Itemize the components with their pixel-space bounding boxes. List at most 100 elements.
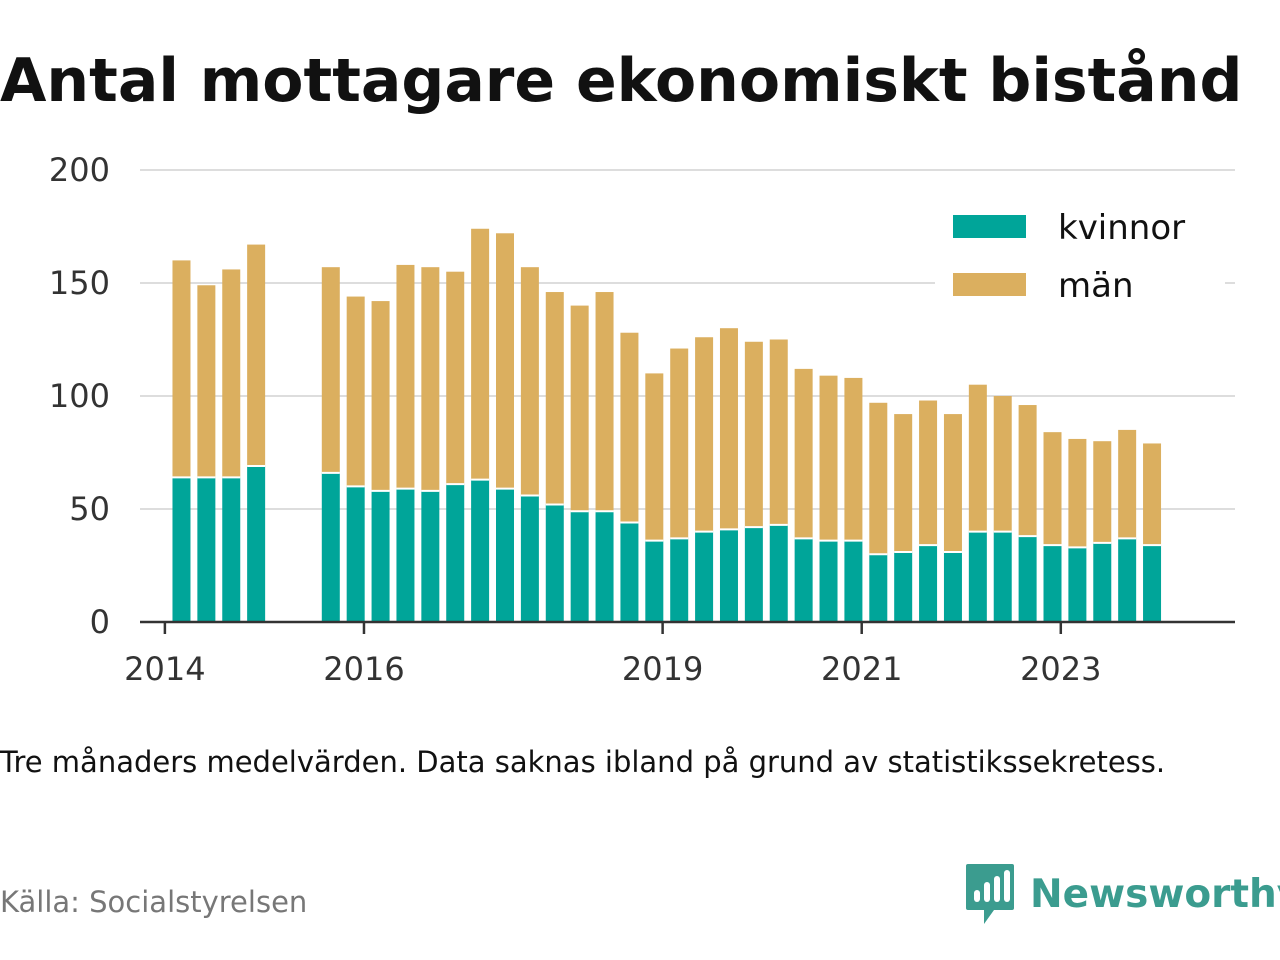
bar-man: [744, 341, 763, 528]
bar-kvinnor: [1043, 545, 1062, 622]
bar-man: [421, 267, 440, 491]
bar-kvinnor: [595, 511, 614, 622]
bar-kvinnor: [919, 545, 938, 622]
bar-man: [595, 292, 614, 512]
bar-kvinnor: [1093, 542, 1112, 622]
y-tick-label: 150: [49, 264, 110, 302]
stacked-bar-chart: 0 50 100 150 200 2014 2016 2019 2021 2023 kvinnor…: [49, 151, 1235, 688]
bars: [172, 228, 1162, 622]
y-tick-label: 100: [49, 377, 110, 415]
bar-kvinnor: [719, 529, 738, 622]
bar-kvinnor: [695, 531, 714, 622]
bar-kvinnor: [844, 540, 863, 622]
bar-kvinnor: [421, 490, 440, 622]
bar-man: [869, 402, 888, 555]
bar-kvinnor: [446, 484, 465, 622]
legend-label: män: [1058, 266, 1134, 306]
bar-man: [247, 244, 266, 467]
legend-swatch: [953, 273, 1026, 296]
bar-kvinnor: [496, 488, 514, 622]
y-tick-label: 0: [90, 603, 110, 641]
bar-man: [719, 328, 738, 530]
bar-man: [197, 285, 216, 478]
bar-man: [943, 414, 962, 552]
bar-kvinnor: [670, 538, 689, 622]
bar-kvinnor: [1068, 547, 1087, 622]
bar-kvinnor: [371, 490, 390, 622]
bar-man: [545, 292, 564, 505]
bar-kvinnor: [1118, 538, 1137, 622]
bar-man: [222, 269, 241, 478]
bar-kvinnor: [645, 540, 664, 622]
bar-kvinnor: [769, 524, 788, 622]
bar-kvinnor: [943, 551, 962, 622]
bar-man: [1043, 432, 1062, 546]
bar-man: [645, 373, 664, 541]
bar-kvinnor: [346, 486, 365, 622]
bar-man: [1118, 429, 1137, 539]
bar-kvinnor: [993, 531, 1012, 622]
bar-kvinnor: [197, 477, 216, 622]
bar-man: [894, 414, 913, 552]
bar-kvinnor: [471, 479, 490, 622]
bar-man: [670, 348, 689, 539]
bar-kvinnor: [222, 477, 241, 622]
bar-man: [993, 396, 1012, 532]
bar-kvinnor: [545, 504, 564, 622]
y-tick-label: 200: [49, 151, 110, 189]
bar-kvinnor: [869, 554, 888, 622]
legend: kvinnor män: [935, 198, 1225, 308]
x-tick-label: 2019: [622, 650, 703, 688]
source-text: Källa: Socialstyrelsen: [0, 885, 308, 919]
bar-man: [371, 301, 390, 491]
bar-kvinnor: [172, 477, 191, 622]
bar-man: [1018, 405, 1037, 537]
bar-man: [496, 233, 514, 489]
bar-kvinnor: [794, 538, 813, 622]
bar-kvinnor: [744, 527, 763, 622]
x-tick-label: 2016: [323, 650, 404, 688]
bar-kvinnor: [520, 495, 539, 622]
bar-man: [819, 375, 838, 541]
x-tick-label: 2021: [821, 650, 902, 688]
bar-man: [321, 267, 340, 473]
bar-man: [919, 400, 938, 546]
x-tick-label: 2014: [124, 650, 205, 688]
newsworthy-logo-icon: [966, 864, 1014, 924]
bar-man: [346, 296, 365, 487]
bar-man: [1143, 443, 1162, 546]
bar-man: [1093, 441, 1112, 543]
bar-man: [844, 377, 863, 541]
bar-kvinnor: [247, 466, 266, 622]
chart-note: Tre månaders medelvärden. Data saknas ib…: [0, 745, 1166, 779]
bar-man: [396, 264, 415, 489]
bar-kvinnor: [620, 522, 639, 622]
bar-man: [794, 368, 813, 539]
legend-label: kvinnor: [1058, 208, 1185, 248]
bar-man: [446, 271, 465, 485]
bar-man: [520, 267, 539, 496]
bar-kvinnor: [396, 488, 415, 622]
bar-kvinnor: [894, 551, 913, 622]
bar-man: [620, 332, 639, 523]
legend-swatch: [953, 215, 1026, 238]
axes: 0 50 100 150 200 2014 2016 2019 2021 2023: [49, 151, 1235, 688]
bar-man: [695, 337, 714, 532]
bar-kvinnor: [819, 540, 838, 622]
bar-man: [570, 305, 589, 512]
brand-logo[interactable]: Newsworthy: [964, 862, 1280, 926]
x-tick-label: 2023: [1020, 650, 1101, 688]
bar-man: [968, 384, 987, 532]
bar-man: [471, 228, 490, 480]
y-tick-label: 50: [69, 490, 110, 528]
chart-title: Antal mottagare ekonomiskt bistånd: [0, 46, 1243, 116]
brand-name: Newsworthy: [1030, 871, 1280, 917]
bar-kvinnor: [570, 511, 589, 622]
bar-kvinnor: [1143, 545, 1162, 622]
bar-kvinnor: [968, 531, 987, 622]
bar-kvinnor: [1018, 536, 1037, 622]
bar-man: [769, 339, 788, 525]
bar-man: [172, 260, 191, 478]
bar-man: [1068, 438, 1087, 548]
bar-kvinnor: [321, 472, 340, 622]
